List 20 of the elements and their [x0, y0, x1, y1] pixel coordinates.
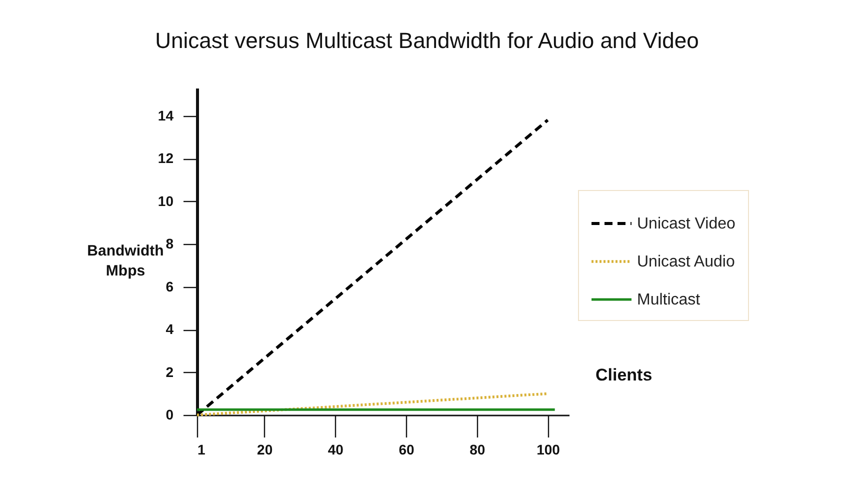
legend-label: Unicast Audio [637, 254, 735, 270]
x-tick-label: 40 [328, 442, 344, 458]
x-tick-label: 1 [198, 442, 206, 458]
y-tick-label: 10 [158, 192, 174, 209]
y-tick-label: 2 [166, 364, 174, 380]
chart-title: Unicast versus Multicast Bandwidth for Audio and Video [155, 28, 699, 53]
y-tick-label: 0 [166, 406, 174, 422]
y-tick-label: 4 [166, 321, 174, 338]
y-tick-label: 8 [166, 236, 174, 252]
legend-label: Multicast [637, 292, 701, 308]
x-tick-label: 100 [536, 442, 560, 458]
legend-label: Unicast Video [637, 216, 736, 232]
x-tick-label: 60 [398, 442, 415, 458]
x-axis-title: Clients [596, 366, 652, 384]
y-tick-label: 14 [158, 107, 174, 124]
y-tick-label: 6 [166, 278, 174, 294]
y-tick-label: 12 [158, 150, 174, 166]
y-axis-title: Bandwidth Mbps [87, 242, 164, 280]
x-tick-label: 20 [257, 442, 273, 458]
x-tick-label: 80 [470, 442, 486, 458]
